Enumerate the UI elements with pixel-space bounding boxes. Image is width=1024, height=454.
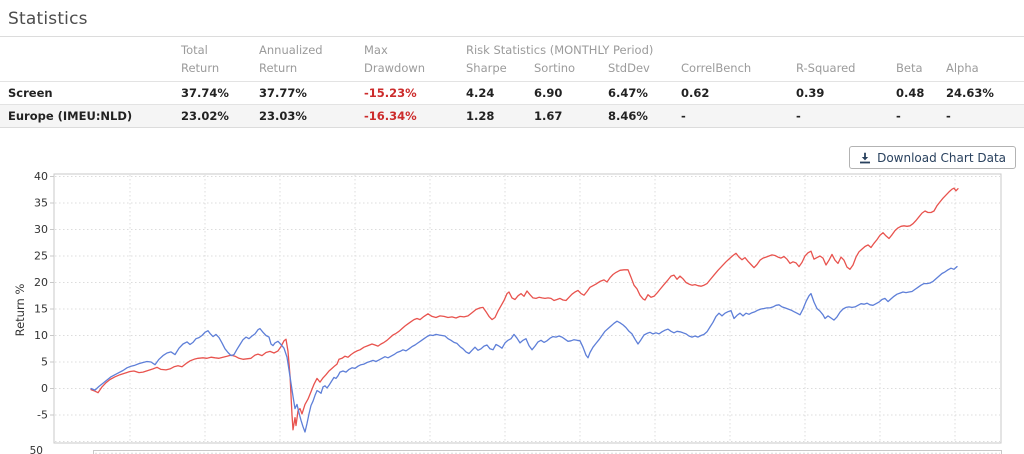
y-tick-label: 35 [34,197,48,210]
table-cell: 6.47% [604,81,677,105]
table-cell: 23.03% [255,104,360,128]
table-cell: - [892,104,942,128]
table-cell: 0.62 [677,81,792,105]
column-header: CorrelBench [681,61,752,75]
table-cell: 23.02% [177,104,255,128]
y-tick-label: 0 [41,382,48,395]
page-title: Statistics [8,9,88,29]
y-tick-label: 5 [41,356,48,369]
secondary-panel-tick-label: 50 [30,445,43,454]
risk-statistics-group-header: Risk Statistics (MONTHLY Period) [462,36,1024,59]
table-cell: - [792,104,892,128]
table-cell: 37.74% [177,81,255,105]
column-header: Beta [896,61,923,75]
table-cell: 0.39 [792,81,892,105]
column-header: Alpha [946,61,979,75]
header-spacer [0,59,177,82]
table-cell: 24.63% [942,81,1024,105]
table-cell: 0.48 [892,81,942,105]
column-header: Drawdown [364,61,426,75]
row-label: Europe (IMEU:NLD) [0,104,177,128]
column-header: Return [259,61,298,75]
table-cell: - [942,104,1024,128]
y-tick-label: -5 [37,409,48,422]
download-chart-data-button[interactable]: Download Chart Data [849,146,1016,169]
y-tick-label: 15 [34,303,48,316]
column-header-top: Max [360,36,462,59]
table-cell: 1.28 [462,104,530,128]
table-cell: -16.34% [360,104,462,128]
table-cell: 1.67 [530,104,604,128]
table-cell: -15.23% [360,81,462,105]
column-header: Return [181,61,220,75]
column-header-top: Total [177,36,255,59]
y-tick-label: 40 [34,170,48,183]
series-line-screen [90,187,959,431]
download-icon [860,152,871,163]
table-row: Europe (IMEU:NLD) 23.02% 23.03% -16.34% 1.28… [0,104,1024,128]
download-button-label: Download Chart Data [877,150,1006,165]
table-row: Screen 37.74% 37.77% -15.23% 4.24 6.90 6.47% 0.… [0,81,1024,105]
table-cell: 6.90 [530,81,604,105]
statistics-table: Total Annualized Max Risk Statistics (MONTH… [0,36,1024,128]
table-cell: 8.46% [604,104,677,128]
table-cell: - [677,104,792,128]
column-header: StdDev [608,61,650,75]
column-header: Sortino [534,61,576,75]
row-label: Screen [0,81,177,105]
y-tick-label: 25 [34,250,48,263]
y-tick-label: 20 [34,276,48,289]
table-cell: 37.77% [255,81,360,105]
column-header: Sharpe [466,61,507,75]
y-axis-title: Return % [13,284,27,337]
y-tick-label: 10 [34,329,48,342]
y-tick-label: 30 [34,223,48,236]
column-header-top: Annualized [255,36,360,59]
column-header: R-Squared [796,61,856,75]
header-spacer [0,36,177,59]
series-line-europe-imeu-nld [90,265,958,433]
table-cell: 4.24 [462,81,530,105]
